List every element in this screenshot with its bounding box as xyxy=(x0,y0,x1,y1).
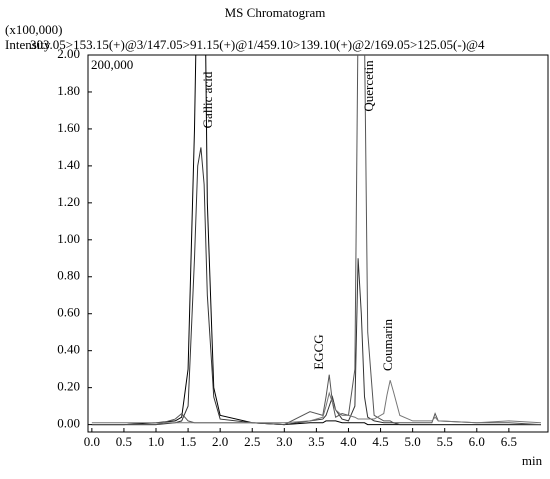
x-tick-label: 1.0 xyxy=(148,434,164,449)
x-tick-label: 0.5 xyxy=(116,434,132,449)
y-unit: (x100,000) xyxy=(5,22,62,37)
x-tick-label: 5.5 xyxy=(437,434,453,449)
x-tick-label: 3.0 xyxy=(276,434,292,449)
x-tick-label: 6.5 xyxy=(501,434,517,449)
y-tick-label: 1.60 xyxy=(57,120,80,135)
peak-label: Quercetin xyxy=(361,60,376,112)
peak-label: Coumarin xyxy=(380,319,395,371)
x-tick-label: 3.5 xyxy=(308,434,324,449)
y-tick-label: 1.40 xyxy=(57,157,80,172)
y-tick-label: 0.20 xyxy=(57,379,80,394)
x-tick-label: 0.0 xyxy=(84,434,100,449)
channels: 303.05>153.15(+)@3/147.05>91.15(+)@1/459… xyxy=(30,37,485,52)
y-tick-label: 0.00 xyxy=(57,416,80,431)
trace xyxy=(91,380,541,424)
y-tick-label: 0.60 xyxy=(57,305,80,320)
x-tick-label: 2.5 xyxy=(244,434,260,449)
x-label: min xyxy=(522,453,543,468)
x-tick-label: 5.0 xyxy=(405,434,421,449)
traces xyxy=(91,55,541,426)
x-tick-label: 2.0 xyxy=(212,434,228,449)
y-label: Intensity xyxy=(5,37,51,52)
y-tick-label: 0.80 xyxy=(57,268,80,283)
peak-label: EGCG xyxy=(311,334,326,369)
y-tick-label: 2.00 xyxy=(57,46,80,61)
plot-frame xyxy=(87,54,549,433)
y-tick-label: 0.40 xyxy=(57,342,80,357)
scale-note: 200,000 xyxy=(91,57,133,72)
x-tick-label: 6.0 xyxy=(469,434,485,449)
y-tick-label: 1.00 xyxy=(57,231,80,246)
x-tick-label: 4.5 xyxy=(372,434,388,449)
trace xyxy=(91,147,541,426)
y-tick-label: 1.20 xyxy=(57,194,80,209)
peak-label: Gallic acid xyxy=(200,71,215,128)
chart-title: MS Chromatogram xyxy=(225,5,326,20)
y-tick-label: 1.80 xyxy=(57,83,80,98)
x-tick-label: 1.5 xyxy=(180,434,196,449)
x-tick-label: 4.0 xyxy=(340,434,356,449)
